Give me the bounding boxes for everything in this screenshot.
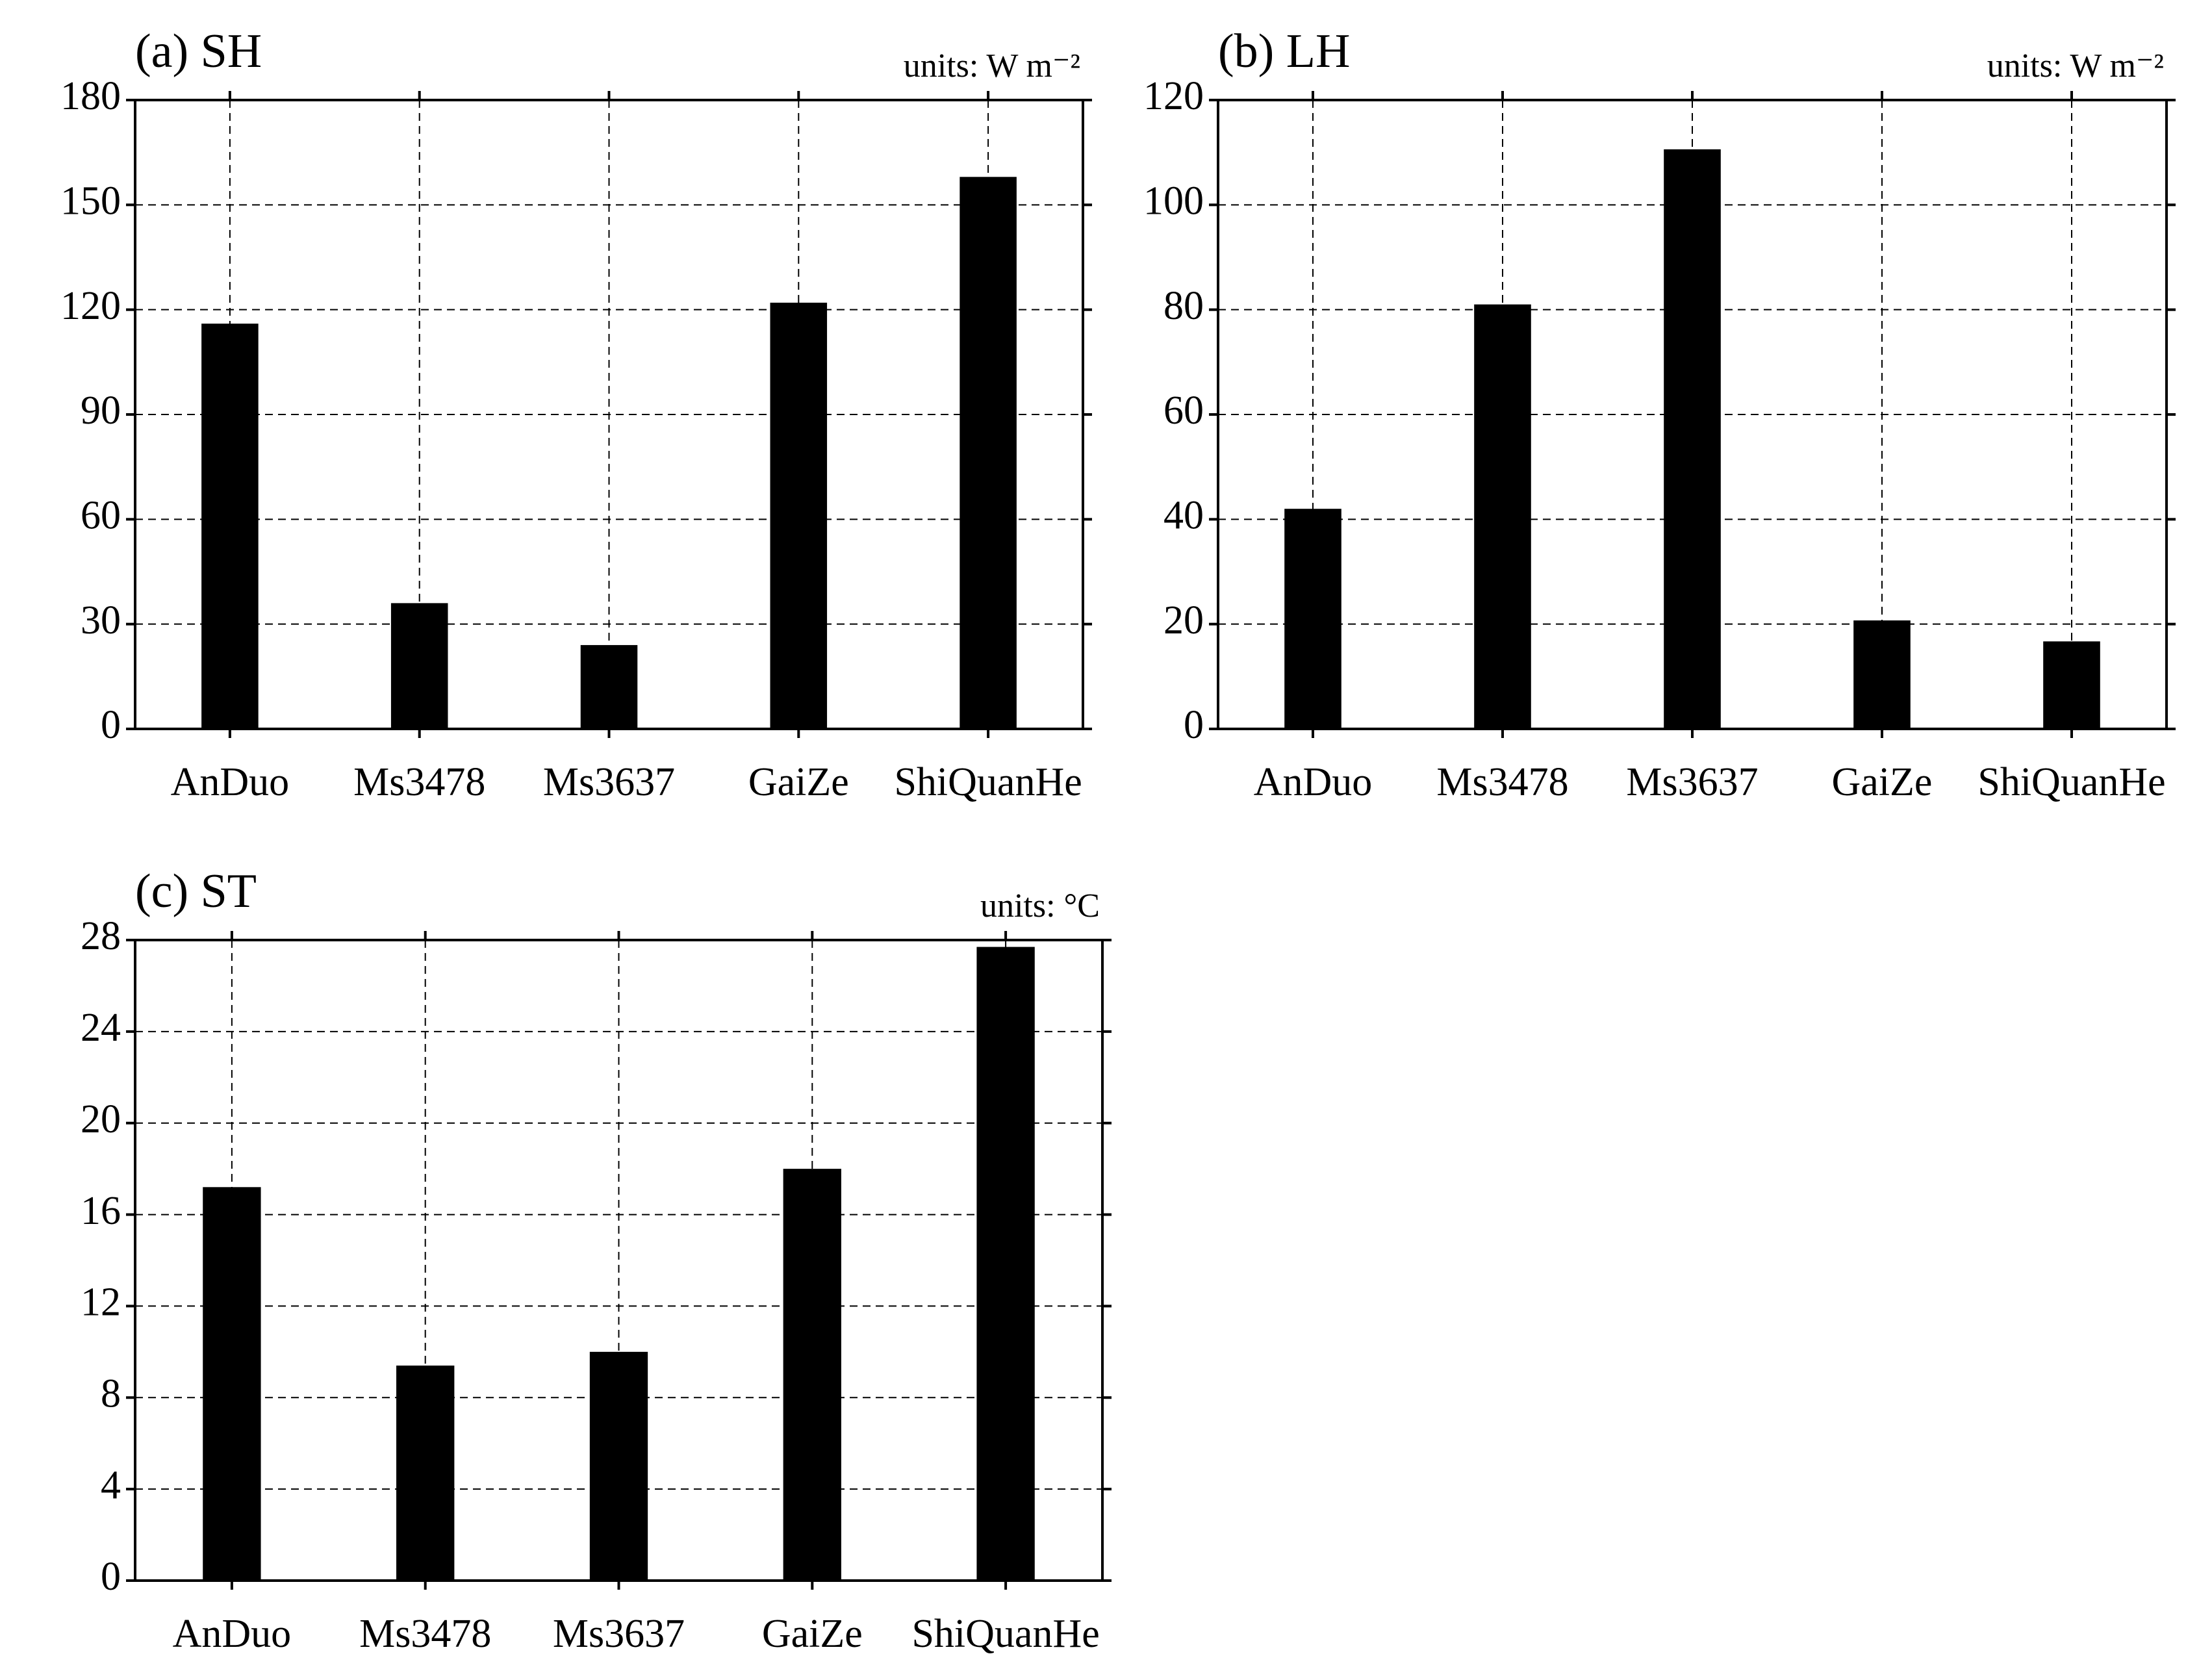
y-tick-label: 16 bbox=[81, 1189, 121, 1233]
bar bbox=[201, 324, 259, 730]
bar bbox=[203, 1187, 261, 1581]
y-tick-label: 120 bbox=[1143, 74, 1204, 118]
bar bbox=[1664, 149, 1721, 729]
bar bbox=[960, 177, 1017, 729]
units-label: units: W m⁻² bbox=[1987, 47, 2164, 84]
y-tick-label: 24 bbox=[81, 1006, 121, 1050]
x-tick-label: GaiZe bbox=[1832, 760, 1933, 804]
y-tick-label: 80 bbox=[1163, 284, 1204, 328]
y-tick-label: 90 bbox=[81, 388, 121, 433]
x-tick-label: GaiZe bbox=[762, 1612, 863, 1656]
x-tick-label: GaiZe bbox=[748, 760, 849, 804]
bar bbox=[1853, 620, 1911, 729]
chart-title: (c) ST bbox=[135, 865, 257, 918]
bar bbox=[390, 603, 448, 729]
chart-title: (b) LH bbox=[1218, 25, 1350, 78]
plot-frame bbox=[134, 939, 1104, 1582]
x-tick-label: AnDuo bbox=[1254, 760, 1373, 804]
y-tick-label: 28 bbox=[81, 914, 121, 958]
x-tick-label: Ms3478 bbox=[1436, 760, 1568, 804]
x-tick-label: Ms3478 bbox=[359, 1612, 491, 1656]
units-label: units: °C bbox=[980, 887, 1100, 924]
bar bbox=[976, 947, 1035, 1581]
y-tick-label: 12 bbox=[81, 1280, 121, 1325]
chart-title: (a) SH bbox=[135, 25, 262, 78]
y-tick-label: 30 bbox=[81, 598, 121, 643]
y-tick-label: 120 bbox=[60, 284, 121, 328]
y-tick-label: 60 bbox=[81, 494, 121, 538]
x-tick-label: ShiQuanHe bbox=[911, 1612, 1099, 1656]
x-tick-label: ShiQuanHe bbox=[894, 760, 1082, 804]
y-tick-label: 0 bbox=[101, 1555, 121, 1599]
y-tick-label: 4 bbox=[101, 1463, 121, 1507]
x-tick-label: Ms3478 bbox=[353, 760, 485, 804]
bar bbox=[1474, 304, 1531, 730]
x-tick-label: Ms3637 bbox=[553, 1612, 685, 1656]
bar bbox=[783, 1169, 841, 1581]
plot-frame bbox=[134, 99, 1084, 730]
y-tick-label: 20 bbox=[81, 1097, 121, 1141]
bar bbox=[589, 1351, 648, 1581]
y-tick-label: 180 bbox=[60, 74, 121, 118]
bar bbox=[396, 1365, 455, 1581]
bar bbox=[2043, 641, 2100, 729]
plot-frame bbox=[1217, 99, 2168, 730]
bar bbox=[580, 644, 638, 729]
y-tick-label: 8 bbox=[101, 1372, 121, 1416]
x-tick-label: AnDuo bbox=[173, 1612, 292, 1656]
y-tick-label: 0 bbox=[101, 703, 121, 747]
bar bbox=[770, 302, 828, 729]
units-label: units: W m⁻² bbox=[904, 47, 1080, 84]
x-tick-label: AnDuo bbox=[171, 760, 290, 804]
x-tick-label: Ms3637 bbox=[1626, 760, 1758, 804]
bar bbox=[1284, 509, 1341, 729]
y-tick-label: 40 bbox=[1163, 494, 1204, 538]
x-tick-label: ShiQuanHe bbox=[1977, 760, 2165, 804]
y-tick-label: 0 bbox=[1184, 703, 1204, 747]
y-tick-label: 60 bbox=[1163, 388, 1204, 433]
y-tick-label: 20 bbox=[1163, 598, 1204, 643]
y-tick-label: 100 bbox=[1143, 179, 1204, 223]
y-tick-label: 150 bbox=[60, 179, 121, 223]
x-tick-label: Ms3637 bbox=[543, 760, 675, 804]
